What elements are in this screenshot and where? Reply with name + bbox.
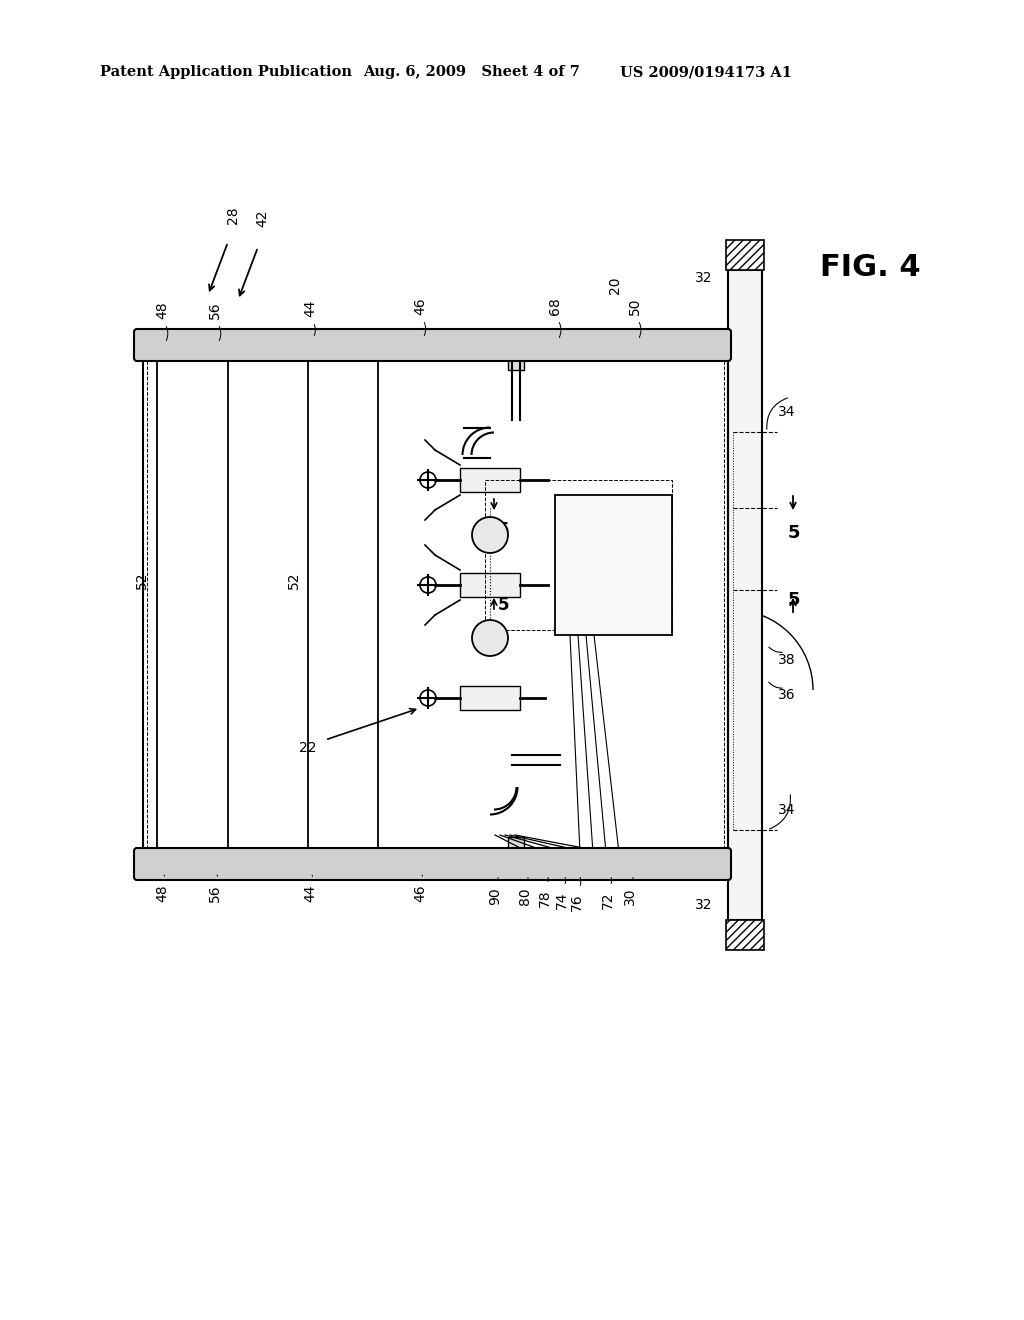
Text: 34: 34	[778, 405, 796, 418]
Text: 5: 5	[788, 524, 801, 543]
Bar	[728, 271, 762, 920]
Text: 34: 34	[778, 803, 796, 817]
Text: 42: 42	[255, 210, 269, 227]
Bar	[555, 495, 672, 635]
Circle shape	[472, 517, 508, 553]
Text: 68: 68	[548, 297, 562, 315]
Text: 32: 32	[694, 271, 712, 285]
Text: 32: 32	[694, 898, 712, 912]
Text: 36: 36	[778, 688, 796, 702]
Ellipse shape	[618, 546, 628, 553]
Circle shape	[420, 577, 436, 593]
Text: 74: 74	[555, 891, 569, 908]
Text: 78: 78	[538, 890, 552, 907]
Text: 90: 90	[488, 887, 502, 904]
Text: 52: 52	[135, 572, 150, 589]
Bar	[562, 502, 665, 628]
Text: 50: 50	[628, 297, 642, 314]
Text: 46: 46	[413, 297, 427, 314]
Circle shape	[547, 473, 563, 488]
Text: 20: 20	[608, 276, 622, 294]
Bar	[485, 480, 672, 630]
Text: 56: 56	[208, 884, 222, 902]
Text: 48: 48	[155, 884, 169, 902]
Circle shape	[472, 620, 508, 656]
Text: Patent Application Publication: Patent Application Publication	[100, 65, 352, 79]
Bar	[726, 920, 764, 950]
Text: 56: 56	[208, 301, 222, 319]
Text: 80: 80	[518, 887, 532, 904]
Text: US 2009/0194173 A1: US 2009/0194173 A1	[620, 65, 792, 79]
Text: 5: 5	[498, 597, 510, 614]
Bar	[460, 469, 520, 492]
FancyBboxPatch shape	[134, 847, 731, 880]
Bar	[618, 550, 628, 590]
Text: 52: 52	[287, 572, 301, 589]
Bar	[726, 240, 764, 271]
Bar	[460, 573, 520, 597]
Ellipse shape	[618, 587, 628, 593]
Text: Aug. 6, 2009   Sheet 4 of 7: Aug. 6, 2009 Sheet 4 of 7	[362, 65, 580, 79]
Text: 44: 44	[303, 884, 317, 902]
Bar	[508, 358, 524, 370]
Text: 76: 76	[570, 894, 584, 911]
FancyBboxPatch shape	[134, 329, 731, 360]
Circle shape	[420, 690, 436, 706]
Bar	[147, 360, 724, 849]
Text: 28: 28	[226, 206, 240, 224]
Text: 5: 5	[498, 521, 510, 539]
Text: 30: 30	[623, 887, 637, 904]
Circle shape	[420, 473, 436, 488]
Bar	[460, 686, 520, 710]
Text: 44: 44	[303, 300, 317, 317]
Text: 22: 22	[299, 741, 316, 755]
Text: FIG. 4: FIG. 4	[820, 253, 921, 282]
Text: 72: 72	[601, 891, 615, 908]
Text: 5: 5	[788, 591, 801, 609]
Text: 46: 46	[413, 884, 427, 902]
Text: 38: 38	[778, 653, 796, 667]
Bar	[157, 358, 228, 851]
Bar	[308, 358, 378, 851]
Bar	[508, 837, 524, 849]
Text: 48: 48	[155, 301, 169, 319]
